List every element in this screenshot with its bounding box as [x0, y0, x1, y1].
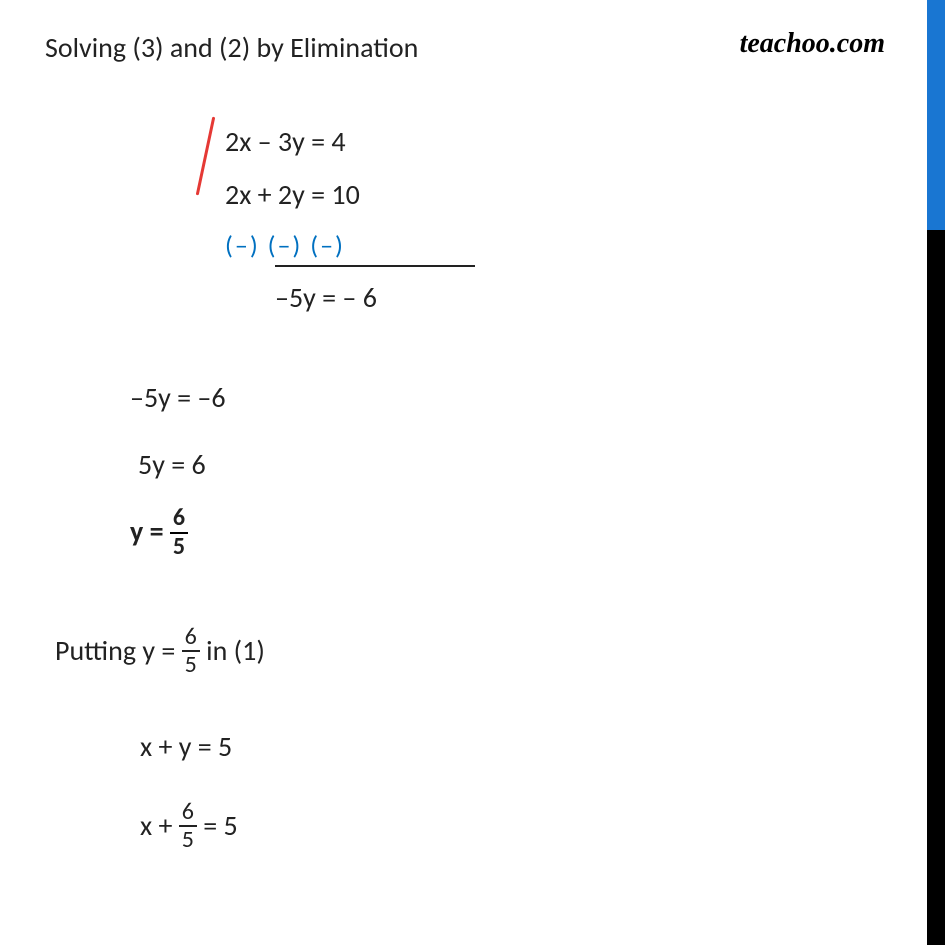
step-3-lhs: y =	[130, 514, 170, 549]
sub-line-1: x + y = 5	[140, 708, 900, 786]
step-3: y = 6 5	[130, 498, 900, 565]
strike-mark	[196, 117, 216, 196]
side-bar-black	[927, 230, 945, 945]
substitution-steps: x + y = 5 x + 6 5 = 5	[140, 708, 900, 865]
step-1: –5y = –6	[130, 364, 900, 431]
fraction-y-den: 5	[170, 534, 188, 560]
sub-line-2: x + 6 5 = 5	[140, 787, 900, 865]
side-bar-blue	[927, 0, 945, 230]
fraction-sub-den: 5	[182, 652, 200, 678]
equation-2: 2x + 2y = 10	[225, 168, 900, 221]
step-2: 5y = 6	[138, 431, 900, 498]
solve-steps: –5y = –6 5y = 6 y = 6 5	[130, 364, 900, 566]
elimination-result: –5y = – 6	[275, 271, 900, 324]
sub-line-2-pre: x +	[140, 808, 179, 843]
sub-intro-post: in (1)	[206, 633, 265, 668]
substitution-intro: Putting y = 6 5 in (1)	[55, 626, 900, 681]
substitution-block: Putting y = 6 5 in (1) x + y = 5 x + 6 5…	[45, 626, 900, 866]
fraction-y-num: 6	[170, 505, 188, 533]
fraction-sub: 6 5	[182, 624, 200, 679]
watermark: teachoo.com	[740, 28, 885, 60]
equation-1: 2x – 3y = 4	[225, 115, 900, 168]
sign-row: (–) (–) (–)	[225, 221, 900, 270]
fraction-y: 6 5	[170, 505, 188, 560]
fraction-line2: 6 5	[179, 799, 197, 854]
sub-line-2-post: = 5	[203, 808, 237, 843]
fraction-line2-den: 5	[179, 827, 197, 853]
fraction-sub-num: 6	[182, 624, 200, 652]
sub-intro-pre: Putting y =	[55, 633, 182, 668]
page-content: Solving (3) and (2) by Elimination 2x – …	[0, 0, 945, 895]
fraction-line2-num: 6	[179, 799, 197, 827]
elimination-block: 2x – 3y = 4 2x + 2y = 10 (–) (–) (–) –5y…	[225, 115, 900, 324]
